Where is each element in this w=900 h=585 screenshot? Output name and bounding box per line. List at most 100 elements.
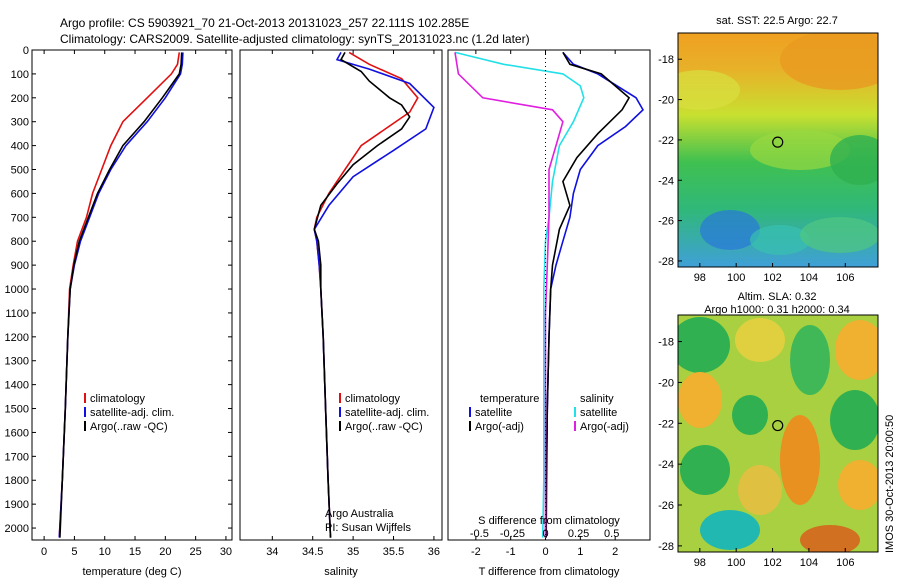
legend-entry: Argo(..raw -QC) [345,421,423,433]
y-tick-label: 400 [11,141,29,153]
map-x-tick-label: 98 [694,272,706,284]
x-tick-label: 5 [71,546,77,558]
y-tick-label: 1200 [5,332,29,344]
x-axis-label: T difference from climatology [479,566,620,578]
map-x-tick-label: 104 [800,272,818,284]
series-line-1 [313,51,419,538]
x-tick-label: 0 [41,546,47,558]
y-tick-label: 0 [23,45,29,57]
map-y-tick-label: -18 [658,54,674,66]
legend-title-salinity: salinity [580,393,614,405]
top-tick-label: 0.25 [568,528,589,540]
top-axis-label: S difference from climatology [478,515,620,527]
x-tick-label: 36 [428,546,440,558]
map-y-tick-label: -26 [658,500,674,512]
map-y-tick-label: -22 [658,418,674,430]
sla-map-subtitle: Argo h1000: 0.31 h2000: 0.34 [704,304,850,316]
map-y-tick-label: -22 [658,135,674,147]
map-x-tick-label: 106 [836,272,854,284]
map-x-tick-label: 102 [763,272,781,284]
salinity-panel: 34 34.5 35 35.5 36 salinity climatology satelli… [239,49,443,578]
map-y-tick-label: -24 [658,459,674,471]
legend-entry: satellite-adj. clim. [345,407,429,419]
x-tick-label: 20 [159,546,171,558]
sst-map-axes: 98 100 102 104 106 -18 -20 -22 -24 -26 -28 [658,54,854,284]
series-line-1 [544,51,645,538]
y-tick-label: 1800 [5,475,29,487]
map-x-tick-label: 100 [727,557,745,569]
x-tick-label: 35 [347,546,359,558]
legend-entry: Argo(-adj) [580,421,629,433]
x-tick-label: 10 [99,546,111,558]
x-tick-label: 25 [190,546,202,558]
legend-entry: Argo(-adj) [475,421,524,433]
x-tick-label: 1 [577,546,583,558]
y-tick-label: 1500 [5,404,29,416]
argo-position-marker [772,419,784,432]
imos-stamp: IMOS 30-Oct-2013 20:00:50 [884,415,896,553]
series-line-3 [454,51,585,538]
top-tick-label: -0.5 [470,528,489,540]
map-y-tick-label: -26 [658,216,674,228]
header-line-2: Climatology: CARS2009. Satellite-adjuste… [60,32,530,46]
map-x-tick-label: 106 [836,557,854,569]
legend-entry: Argo(..raw -QC) [90,421,168,433]
annotation-line-1: Argo Australia [325,508,394,520]
x-tick-label: 34 [266,546,278,558]
x-tick-label: 35.5 [383,546,404,558]
y-tick-label: 200 [11,93,29,105]
y-tick-label: 2000 [5,523,29,535]
top-tick-label: 0 [542,528,548,540]
map-y-tick-label: -28 [658,256,674,268]
y-tick-label: 1100 [5,308,29,320]
y-tick-label: 600 [11,188,29,200]
top-tick-label: 0.5 [604,528,619,540]
y-tick-label: 900 [11,260,29,272]
y-tick-label: 700 [11,212,29,224]
map-y-tick-label: -20 [658,95,674,107]
sst-map-title: sat. SST: 22.5 Argo: 22.7 [716,15,838,27]
plot-frame [239,49,443,541]
map-y-tick-label: -28 [658,541,674,553]
legend-title-temperature: temperature [480,393,539,405]
series-line-1 [58,52,181,538]
map-y-tick-label: -18 [658,337,674,349]
legend-entry: climatology [345,393,401,405]
sst-map: sat. SST: 22.5 Argo: 22.7 98 100 102 104 106… [658,15,879,284]
top-tick-label: -0.25 [500,528,525,540]
x-tick-label: -2 [471,546,481,558]
series-line-3 [313,52,411,538]
y-tick-label: 100 [11,69,29,81]
temperature-panel: 0100200300400500600700800900100011001200… [5,45,233,578]
annotation-line-2: PI: Susan Wijffels [325,522,411,534]
series-line-2 [313,52,435,538]
x-tick-label: 15 [129,546,141,558]
map-y-tick-label: -24 [658,175,674,187]
legend-entry: climatology [90,393,146,405]
argo-position-marker [772,136,784,148]
plot-frame [447,49,651,541]
y-tick-label: 1300 [5,356,29,368]
sla-map: Altim. SLA: 0.32 Argo h1000: 0.31 h2000:… [658,291,879,569]
header-line-1: Argo profile: CS 5903921_70 21-Oct-2013 … [60,16,469,30]
y-tick-label: 1600 [5,427,29,439]
series-line-4 [454,52,564,538]
difference-panel: -2 -1 0 1 2 T difference from climatology temp… [447,49,651,578]
x-axis-label: salinity [324,566,358,578]
legend-entry: satellite [475,407,512,419]
y-tick-label: 1400 [5,380,29,392]
x-tick-label: 0 [542,546,548,558]
x-tick-label: 30 [220,546,232,558]
legend-entry: satellite-adj. clim. [90,407,174,419]
map-x-tick-label: 102 [763,557,781,569]
map-x-tick-label: 98 [694,557,706,569]
x-tick-label: 34.5 [302,546,323,558]
y-tick-label: 500 [11,165,29,177]
plot-frame [31,49,233,541]
y-tick-label: 300 [11,117,29,129]
legend-entry: satellite [580,407,617,419]
x-tick-label: -1 [506,546,516,558]
map-x-tick-label: 104 [800,557,818,569]
map-y-tick-label: -20 [658,377,674,389]
